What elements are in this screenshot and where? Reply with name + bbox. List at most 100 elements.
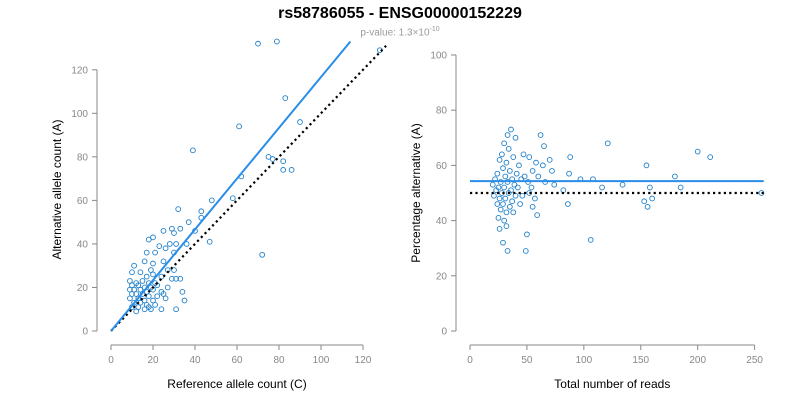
- data-point: [565, 201, 571, 207]
- y-tick-label: 40: [77, 239, 89, 250]
- data-point: [503, 223, 510, 229]
- chart-subtitle: p-value: 1.3×10-10: [0, 26, 800, 38]
- right-scatter-panel: 0 50 100 150 200 250 0 20 40 60 80 100 Total number …: [409, 51, 765, 391]
- x-tick-label: 0: [467, 355, 473, 366]
- data-point: [158, 273, 165, 280]
- data-point: [129, 282, 135, 289]
- data-point: [280, 158, 287, 165]
- data-point: [506, 203, 513, 210]
- data-point: [505, 190, 512, 196]
- data-point: [185, 219, 192, 226]
- p-value-exponent: -10: [429, 26, 440, 33]
- data-point: [148, 267, 154, 273]
- data-point: [171, 230, 177, 236]
- data-point: [171, 267, 177, 273]
- data-point: [491, 192, 497, 199]
- data-point: [510, 209, 517, 216]
- x-tick-label: 60: [231, 355, 243, 366]
- data-point: [707, 154, 714, 160]
- x-tick-label: 100: [576, 355, 593, 366]
- data-point: [131, 286, 137, 293]
- data-point: [501, 217, 508, 224]
- data-point: [512, 192, 519, 199]
- y-tick-label: 100: [430, 51, 447, 62]
- x-tick-label: 250: [746, 355, 763, 366]
- data-point: [508, 126, 514, 133]
- y-tick-label: 60: [436, 161, 448, 172]
- data-point: [517, 201, 523, 207]
- data-point: [647, 184, 653, 191]
- data-point: [512, 134, 519, 141]
- y-tick-label: 20: [77, 283, 89, 294]
- data-point: [529, 203, 536, 210]
- data-point: [551, 181, 558, 188]
- data-point: [566, 170, 572, 177]
- data-point: [141, 258, 148, 265]
- data-point: [540, 162, 546, 169]
- data-point: [502, 195, 509, 202]
- data-point: [501, 184, 508, 191]
- data-point: [288, 167, 295, 173]
- x-tick-label: 200: [689, 355, 706, 366]
- data-point: [489, 181, 496, 188]
- data-point: [158, 306, 165, 313]
- data-point: [496, 157, 503, 163]
- data-point: [150, 234, 156, 241]
- data-point: [694, 148, 701, 155]
- x-tick-label: 100: [313, 355, 330, 366]
- data-point: [519, 192, 526, 199]
- data-point: [510, 154, 517, 160]
- data-point: [160, 258, 167, 265]
- data-point: [131, 299, 137, 306]
- data-point: [177, 275, 184, 282]
- data-point: [496, 226, 503, 232]
- x-tick-label: 40: [189, 355, 201, 366]
- data-point: [145, 293, 152, 300]
- data-point: [150, 297, 156, 304]
- y-tick-label: 40: [436, 216, 448, 227]
- x-tick-label: 150: [632, 355, 649, 366]
- data-point: [179, 288, 186, 295]
- data-point: [501, 140, 508, 147]
- data-point: [497, 206, 504, 213]
- data-point: [522, 248, 529, 254]
- data-point: [535, 173, 542, 180]
- data-point: [494, 170, 501, 177]
- data-point: [127, 286, 133, 293]
- data-point: [493, 187, 500, 194]
- data-point: [496, 195, 503, 202]
- data-point: [127, 278, 133, 284]
- y-tick-label: 80: [436, 106, 448, 117]
- data-point: [599, 184, 605, 191]
- data-point: [534, 212, 541, 218]
- data-point: [129, 269, 135, 276]
- x-tick-label: 20: [147, 355, 159, 366]
- x-tick-label: 80: [273, 355, 285, 366]
- data-point: [516, 162, 522, 169]
- data-point: [526, 154, 533, 160]
- data-point: [643, 162, 650, 169]
- data-point: [297, 119, 303, 125]
- y-axis-label: Alternative allele count (A): [50, 119, 64, 259]
- data-point: [135, 295, 142, 302]
- data-point: [280, 167, 287, 173]
- data-point: [503, 209, 510, 216]
- data-point: [173, 241, 179, 247]
- data-point: [506, 168, 513, 174]
- data-point: [520, 151, 527, 158]
- x-axis-label: Reference allele count (C): [167, 377, 306, 391]
- data-point: [644, 203, 651, 210]
- x-axis-label: Total number of reads: [554, 377, 670, 391]
- data-point: [190, 147, 196, 154]
- y-tick-label: 20: [436, 271, 448, 282]
- data-point: [524, 231, 530, 238]
- y-tick-label: 80: [77, 152, 89, 163]
- data-point: [511, 181, 518, 188]
- reference-line: [110, 45, 387, 332]
- data-point: [173, 306, 179, 313]
- data-point: [160, 228, 167, 234]
- data-point: [529, 168, 536, 174]
- data-point: [236, 123, 242, 130]
- y-axis-label: Percentage alternative (A): [409, 123, 423, 262]
- data-point: [137, 269, 144, 276]
